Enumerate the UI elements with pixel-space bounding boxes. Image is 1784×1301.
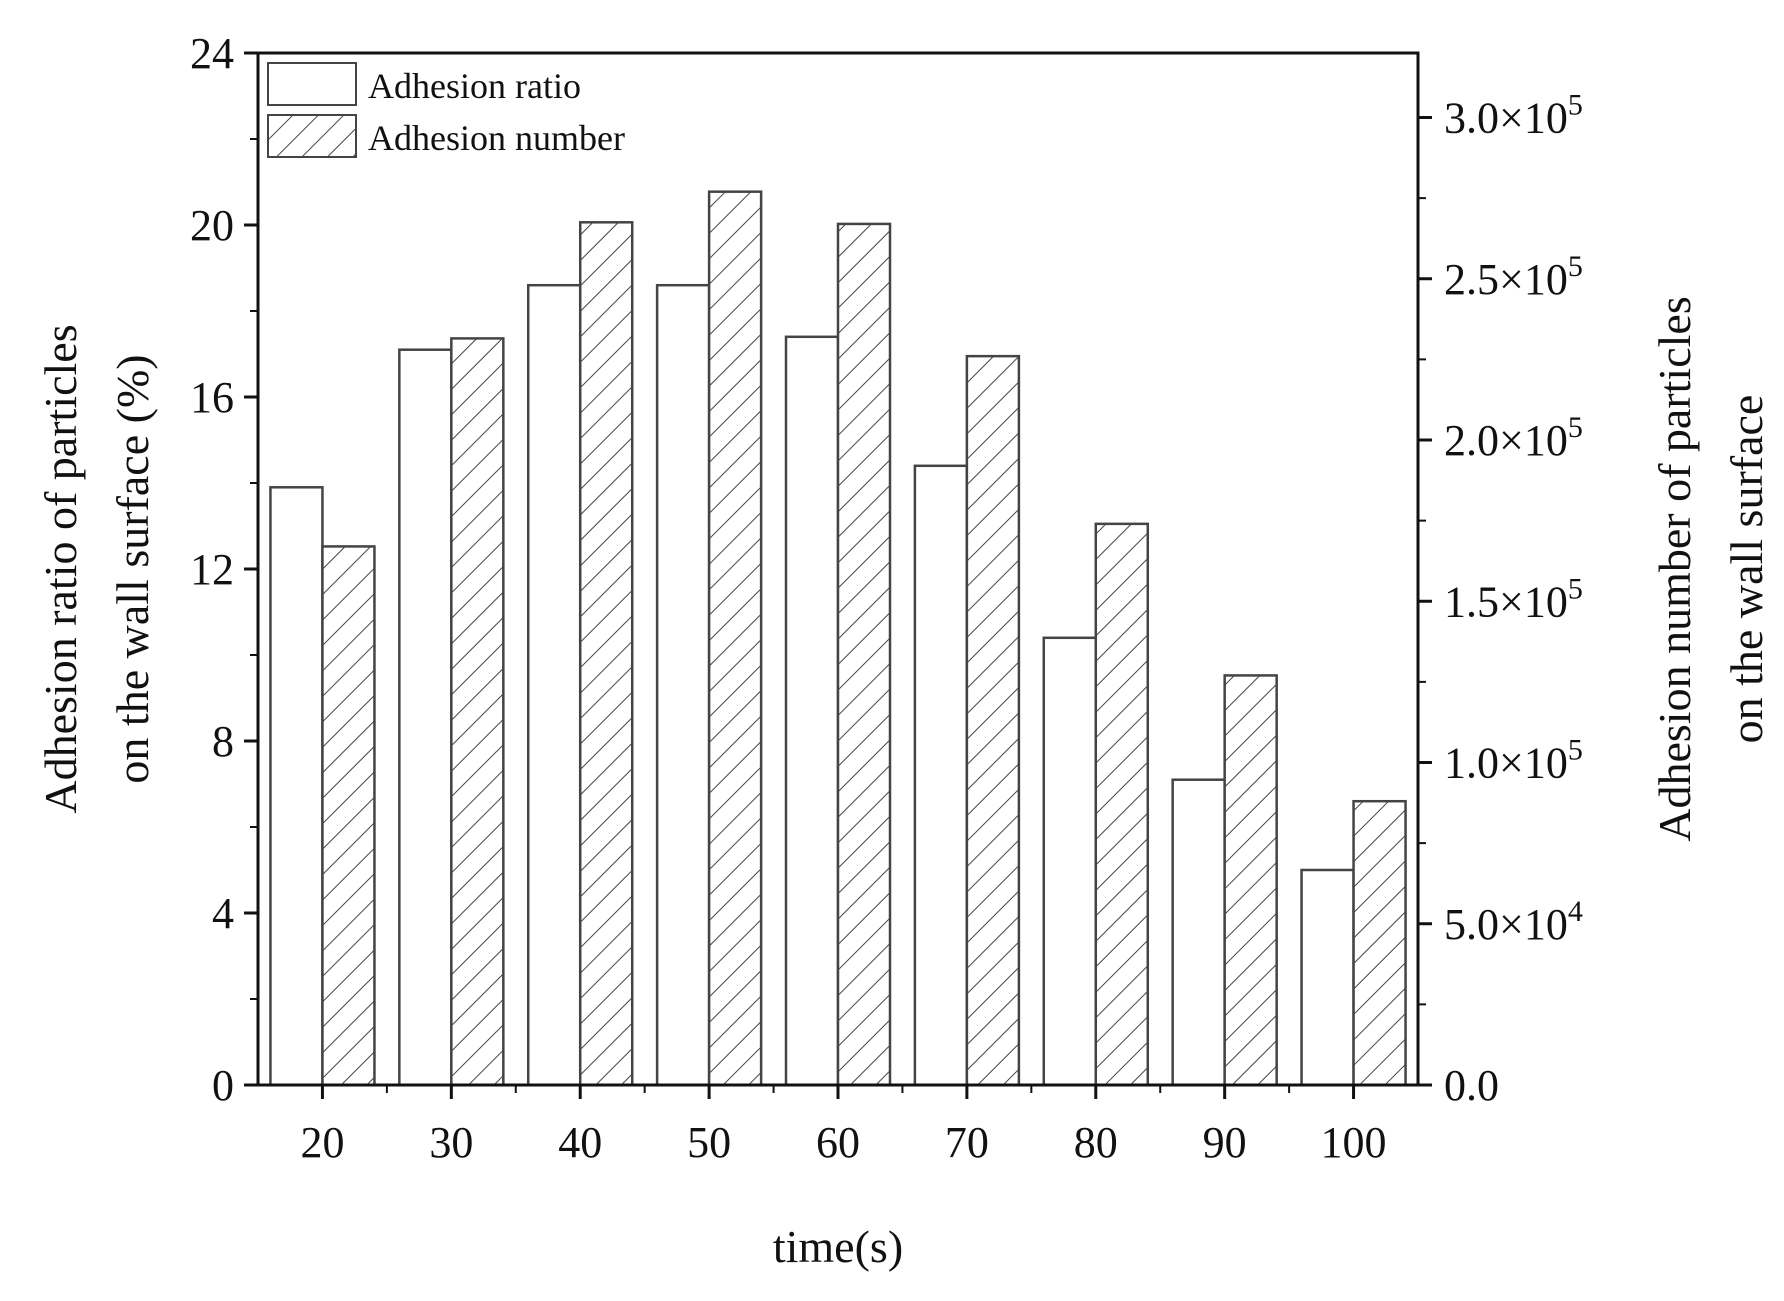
bar-adhesion-ratio: [526, 283, 582, 1087]
right-axis-title: Adhesion number of particles on the wall…: [1649, 296, 1772, 841]
left-tick-label: 16: [190, 373, 234, 422]
right-tick-label: 2.0×105: [1444, 411, 1583, 465]
legend: Adhesion ratio Adhesion number: [267, 62, 625, 158]
bar-adhesion-number: [450, 337, 505, 1087]
x-axis-title: time(s): [773, 1221, 903, 1272]
bar-adhesion-ratio: [1042, 636, 1098, 1087]
left-tick-label: 0: [212, 1061, 234, 1110]
x-tick-label: 80: [1074, 1118, 1118, 1167]
legend-swatch-number: [267, 114, 357, 158]
right-axis-title-line-1: Adhesion number of particles: [1649, 296, 1700, 841]
legend-swatch-ratio: [267, 62, 357, 106]
legend-label-ratio: Adhesion ratio: [368, 66, 581, 106]
bar-adhesion-ratio: [1171, 778, 1226, 1087]
left-tick-label: 24: [190, 29, 234, 78]
bar-adhesion-number: [965, 354, 1021, 1087]
bar-adhesion-number: [707, 190, 763, 1087]
bar-adhesion-number: [1094, 522, 1150, 1087]
right-tick-label: 1.5×105: [1444, 572, 1583, 626]
bar-adhesion-ratio: [784, 335, 840, 1087]
x-tick-label: 30: [429, 1118, 473, 1167]
left-tick-label: 20: [190, 201, 234, 250]
x-tick-label: 90: [1203, 1118, 1247, 1167]
x-tick-label: 40: [558, 1118, 602, 1167]
x-tick-label: 60: [816, 1118, 860, 1167]
left-tick-label: 4: [212, 889, 234, 938]
bar-adhesion-number: [836, 222, 892, 1087]
left-tick-label: 8: [212, 717, 234, 766]
bar-adhesion-ratio: [655, 283, 711, 1087]
x-tick-label: 20: [300, 1118, 344, 1167]
bar-adhesion-ratio: [1300, 868, 1355, 1087]
x-axis: 20 30 40 50 60 70 80 90 100: [300, 1085, 1387, 1167]
left-tick-label: 12: [190, 545, 234, 594]
right-tick-label: 0.0: [1444, 1061, 1499, 1110]
right-axis: 0.0 5.0×104 1.0×105 1.5×105 2.0×105 2.5×105 3.…: [1418, 89, 1583, 1110]
right-tick-label: 5.0×104: [1444, 895, 1583, 949]
x-tick-label: 100: [1321, 1118, 1387, 1167]
left-axis-title-line-1: Adhesion ratio of particles: [35, 324, 86, 813]
bar-adhesion-number: [321, 545, 376, 1087]
left-axis-title-line-2: on the wall surface (%): [107, 354, 158, 783]
bar-adhesion-number: [1223, 674, 1278, 1087]
x-tick-label: 50: [687, 1118, 731, 1167]
bar-adhesion-ratio: [398, 348, 453, 1087]
legend-label-number: Adhesion number: [368, 118, 625, 158]
bar-adhesion-number: [1352, 799, 1407, 1087]
bars-layer: [269, 190, 1407, 1087]
bar-adhesion-ratio: [269, 486, 324, 1087]
bar-adhesion-ratio: [913, 464, 969, 1087]
right-tick-label: 2.5×105: [1444, 250, 1583, 304]
right-tick-label: 1.0×105: [1444, 734, 1583, 788]
left-axis-title: Adhesion ratio of particles on the wall …: [35, 324, 158, 813]
left-axis: 0 4 8 12 16 20 24: [190, 29, 258, 1110]
x-tick-label: 70: [945, 1118, 989, 1167]
right-axis-title-line-2: on the wall surface: [1721, 395, 1772, 744]
right-tick-label: 3.0×105: [1444, 89, 1583, 143]
bar-adhesion-number: [578, 221, 634, 1087]
